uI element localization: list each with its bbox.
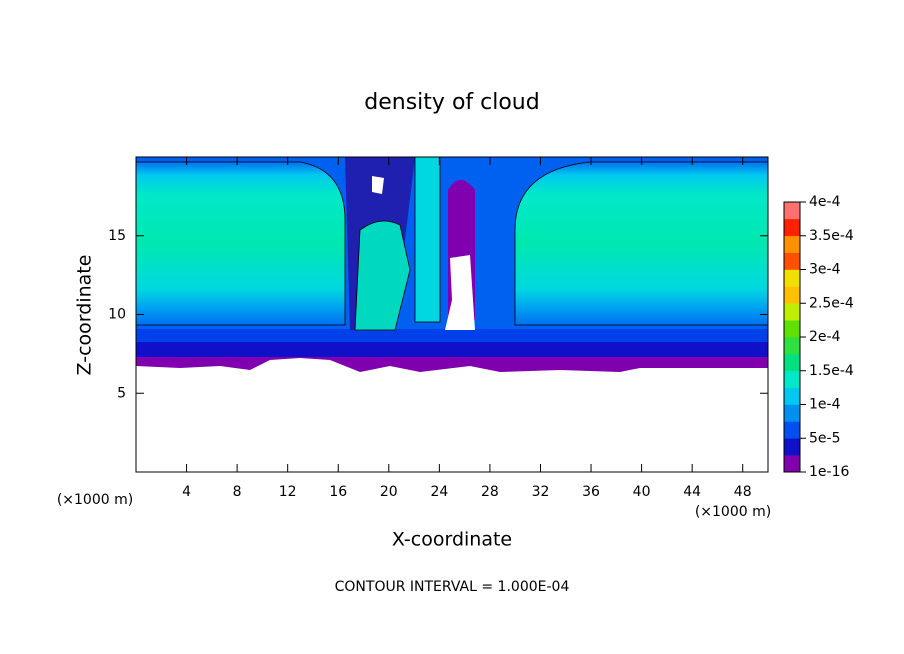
colorbar-band [784, 303, 800, 321]
colorbar-band [784, 320, 800, 338]
x-tick-label: 40 [633, 484, 651, 500]
colorbar-tick-label: 2.5e-4 [809, 295, 854, 311]
footer-note: CONTOUR INTERVAL = 1.000E-04 [335, 579, 570, 595]
colorbar-tick-label: 4e-4 [809, 194, 841, 210]
x-tick-label: 48 [734, 484, 752, 500]
x-tick-label: 8 [233, 484, 242, 500]
x-tick-label: 12 [279, 484, 297, 500]
contour-field [136, 157, 768, 472]
x-unit: (×1000 m) [695, 504, 771, 520]
x-axis-label: X-coordinate [392, 529, 512, 551]
x-tick-label: 16 [329, 484, 347, 500]
colorbar-tick-label: 1.5e-4 [809, 363, 854, 379]
y-tick-label: 5 [117, 385, 126, 401]
colorbar-band [784, 235, 800, 253]
x-tick-label: 44 [683, 484, 701, 500]
x-tick-label: 20 [380, 484, 398, 500]
colorbar-tick-label: 3.5e-4 [809, 228, 854, 244]
colorbar-band [784, 353, 800, 372]
y-unit: (×1000 m) [57, 492, 133, 508]
colorbar-band [784, 202, 800, 220]
x-tick-label: 32 [532, 484, 550, 500]
colorbar-band [784, 337, 800, 355]
x-tick-label: 28 [481, 484, 499, 500]
colorbar-band [784, 252, 800, 270]
colorbar-band [784, 421, 800, 439]
x-tick-label: 4 [182, 484, 191, 500]
y-axis-label: Z-coordinate [74, 255, 96, 376]
x-tick-label: 36 [582, 484, 600, 500]
colorbar-band [784, 387, 800, 405]
colorbar-tick-label: 2e-4 [809, 329, 841, 345]
colorbar-band [784, 370, 800, 388]
colorbar-tick-label: 5e-5 [809, 430, 840, 446]
colorbar-band [784, 438, 800, 456]
colorbar-band [784, 404, 800, 422]
colorbar-tick-label: 1e-16 [809, 464, 849, 480]
colorbar-band [784, 286, 800, 304]
x-tick-label: 24 [430, 484, 448, 500]
colorbar-band [784, 455, 800, 473]
colorbar-band [784, 218, 800, 237]
y-tick-label: 10 [108, 307, 126, 323]
y-tick-label: 15 [108, 228, 126, 244]
colorbar-band [784, 269, 800, 287]
chart-title: density of cloud [364, 90, 539, 115]
colorbar-tick-label: 1e-4 [809, 397, 841, 413]
colorbar-tick-label: 3e-4 [809, 262, 841, 278]
